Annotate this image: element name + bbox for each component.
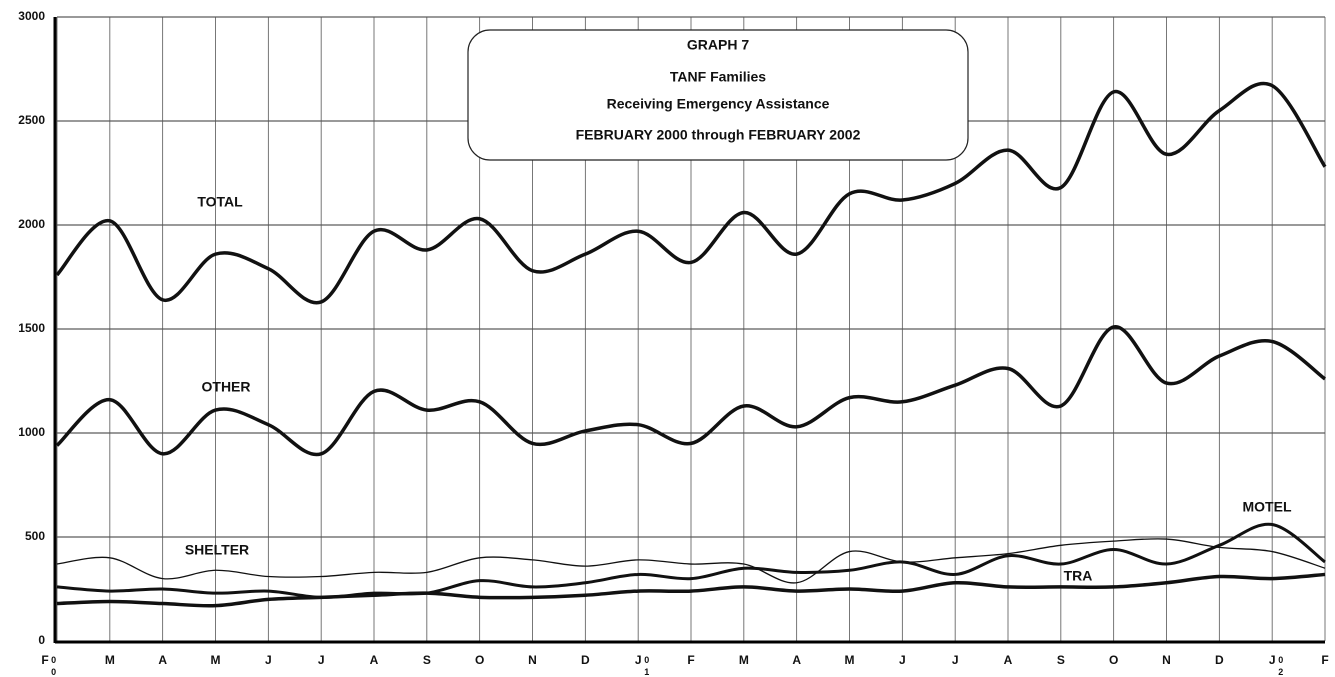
x-tick-label: O bbox=[1109, 653, 1118, 667]
x-tick-label: N bbox=[528, 653, 537, 667]
y-tick-label: 3000 bbox=[18, 9, 45, 23]
year-label: 00 bbox=[49, 655, 59, 677]
y-tick-label: 2500 bbox=[18, 113, 45, 127]
y-tick-label: 1000 bbox=[18, 425, 45, 439]
chart-title: Receiving Emergency Assistance bbox=[607, 96, 830, 112]
series-line bbox=[55, 81, 1327, 305]
y-tick-label: 0 bbox=[38, 633, 45, 647]
series-line bbox=[55, 325, 1327, 457]
x-tick-label: F bbox=[1321, 653, 1328, 667]
y-tick-label: 500 bbox=[25, 529, 45, 543]
chart-title: FEBRUARY 2000 through FEBRUARY 2002 bbox=[576, 127, 861, 143]
year-label: 01 bbox=[642, 655, 652, 677]
y-tick-label: 2000 bbox=[18, 217, 45, 231]
x-tick-label: J bbox=[899, 653, 906, 667]
x-tick-label: J bbox=[265, 653, 272, 667]
x-tick-label: D bbox=[581, 653, 590, 667]
x-tick-label: A bbox=[792, 653, 801, 667]
series-line bbox=[56, 522, 1326, 599]
series-label: SHELTER bbox=[185, 542, 249, 558]
series-label: TRA bbox=[1064, 568, 1093, 584]
x-tick-label: A bbox=[370, 653, 379, 667]
series-label: MOTEL bbox=[1243, 499, 1292, 515]
year-label: 02 bbox=[1276, 655, 1286, 677]
x-tick-label: D bbox=[1215, 653, 1224, 667]
x-tick-label: M bbox=[845, 653, 855, 667]
x-tick-label: J bbox=[1269, 653, 1276, 667]
x-tick-label: S bbox=[423, 653, 431, 667]
x-tick-label: J bbox=[635, 653, 642, 667]
series-line bbox=[56, 538, 1326, 584]
x-tick-label: O bbox=[475, 653, 484, 667]
series-label: TOTAL bbox=[197, 194, 243, 210]
x-tick-label: M bbox=[211, 653, 221, 667]
chart-title: GRAPH 7 bbox=[687, 37, 749, 53]
x-tick-label: A bbox=[158, 653, 167, 667]
x-tick-label: N bbox=[1162, 653, 1171, 667]
x-tick-label: M bbox=[105, 653, 115, 667]
series-label: OTHER bbox=[202, 379, 251, 395]
x-tick-label: J bbox=[952, 653, 959, 667]
x-tick-label: F bbox=[41, 653, 48, 667]
x-tick-label: M bbox=[739, 653, 749, 667]
y-tick-label: 1500 bbox=[18, 321, 45, 335]
chart-title: TANF Families bbox=[670, 69, 766, 85]
x-tick-label: J bbox=[318, 653, 325, 667]
title-box bbox=[467, 29, 969, 161]
x-tick-label: F bbox=[687, 653, 694, 667]
x-tick-label: S bbox=[1057, 653, 1065, 667]
series-line bbox=[56, 572, 1326, 608]
x-tick-label: A bbox=[1004, 653, 1013, 667]
